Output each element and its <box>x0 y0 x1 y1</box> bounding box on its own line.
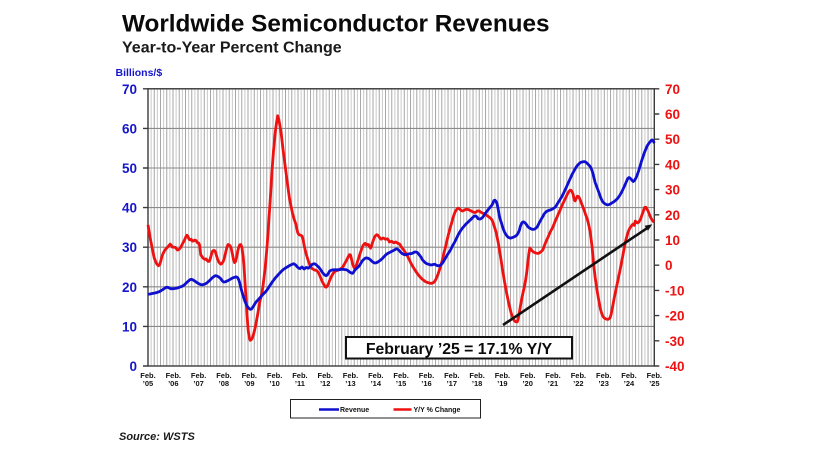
svg-text:Feb.: Feb. <box>545 371 560 380</box>
svg-text:-10: -10 <box>665 283 685 298</box>
svg-text:70: 70 <box>665 82 680 97</box>
svg-text:’10: ’10 <box>269 379 279 388</box>
svg-text:Feb.: Feb. <box>166 371 181 380</box>
svg-text:’24: ’24 <box>624 379 635 388</box>
svg-text:Feb.: Feb. <box>317 371 332 380</box>
svg-text:’19: ’19 <box>497 379 507 388</box>
svg-text:40: 40 <box>665 157 680 172</box>
svg-text:February ’25 = 17.1% Y/Y: February ’25 = 17.1% Y/Y <box>366 341 553 358</box>
svg-text:-30: -30 <box>665 334 685 349</box>
svg-text:0: 0 <box>129 359 137 374</box>
svg-text:Feb.: Feb. <box>647 371 662 380</box>
svg-text:60: 60 <box>122 121 137 136</box>
svg-text:50: 50 <box>122 161 137 176</box>
svg-text:Year-to-Year Percent Change: Year-to-Year Percent Change <box>122 40 342 57</box>
svg-text:’18: ’18 <box>472 379 482 388</box>
svg-text:’11: ’11 <box>295 379 305 388</box>
svg-text:40: 40 <box>122 201 137 216</box>
svg-text:Feb.: Feb. <box>520 371 535 380</box>
svg-text:’14: ’14 <box>371 379 382 388</box>
svg-text:Feb.: Feb. <box>596 371 611 380</box>
svg-text:Feb.: Feb. <box>242 371 257 380</box>
svg-text:’05: ’05 <box>143 379 153 388</box>
svg-text:20: 20 <box>665 208 680 223</box>
svg-text:’16: ’16 <box>421 379 431 388</box>
svg-text:’15: ’15 <box>396 379 406 388</box>
svg-text:Y/Y % Change: Y/Y % Change <box>414 407 461 414</box>
svg-text:70: 70 <box>122 82 137 97</box>
svg-text:Feb.: Feb. <box>267 371 282 380</box>
svg-text:Feb.: Feb. <box>444 371 459 380</box>
svg-text:Feb.: Feb. <box>140 371 155 380</box>
svg-text:30: 30 <box>122 240 137 255</box>
svg-text:’09: ’09 <box>244 379 254 388</box>
svg-text:Feb.: Feb. <box>469 371 484 380</box>
svg-text:’08: ’08 <box>219 379 229 388</box>
svg-text:’20: ’20 <box>522 379 532 388</box>
svg-text:Worldwide Semiconductor Revenu: Worldwide Semiconductor Revenues <box>122 11 550 38</box>
svg-text:Feb.: Feb. <box>419 371 434 380</box>
svg-text:Feb.: Feb. <box>191 371 206 380</box>
svg-text:Feb.: Feb. <box>571 371 586 380</box>
svg-text:’06: ’06 <box>168 379 178 388</box>
svg-text:-20: -20 <box>665 309 685 324</box>
svg-text:’25: ’25 <box>649 379 659 388</box>
svg-text:Feb.: Feb. <box>216 371 231 380</box>
svg-text:’23: ’23 <box>598 379 608 388</box>
svg-text:60: 60 <box>665 107 680 122</box>
svg-text:Source: WSTS: Source: WSTS <box>119 431 195 443</box>
svg-text:’22: ’22 <box>573 379 583 388</box>
svg-text:Revenue: Revenue <box>340 407 369 414</box>
svg-text:-40: -40 <box>665 359 685 374</box>
svg-text:’07: ’07 <box>193 379 203 388</box>
svg-text:10: 10 <box>665 233 680 248</box>
svg-text:’12: ’12 <box>320 379 330 388</box>
svg-text:0: 0 <box>665 258 673 273</box>
svg-text:Feb.: Feb. <box>343 371 358 380</box>
svg-text:’13: ’13 <box>345 379 355 388</box>
svg-text:20: 20 <box>122 280 137 295</box>
svg-text:’17: ’17 <box>447 379 457 388</box>
svg-text:Feb.: Feb. <box>292 371 307 380</box>
svg-text:Feb.: Feb. <box>621 371 636 380</box>
svg-text:Billions/$: Billions/$ <box>116 67 163 79</box>
svg-text:Feb.: Feb. <box>368 371 383 380</box>
svg-text:’21: ’21 <box>548 379 558 388</box>
svg-text:10: 10 <box>122 319 137 334</box>
svg-text:Feb.: Feb. <box>495 371 510 380</box>
svg-text:Feb.: Feb. <box>393 371 408 380</box>
svg-text:50: 50 <box>665 132 680 147</box>
svg-text:30: 30 <box>665 183 680 198</box>
